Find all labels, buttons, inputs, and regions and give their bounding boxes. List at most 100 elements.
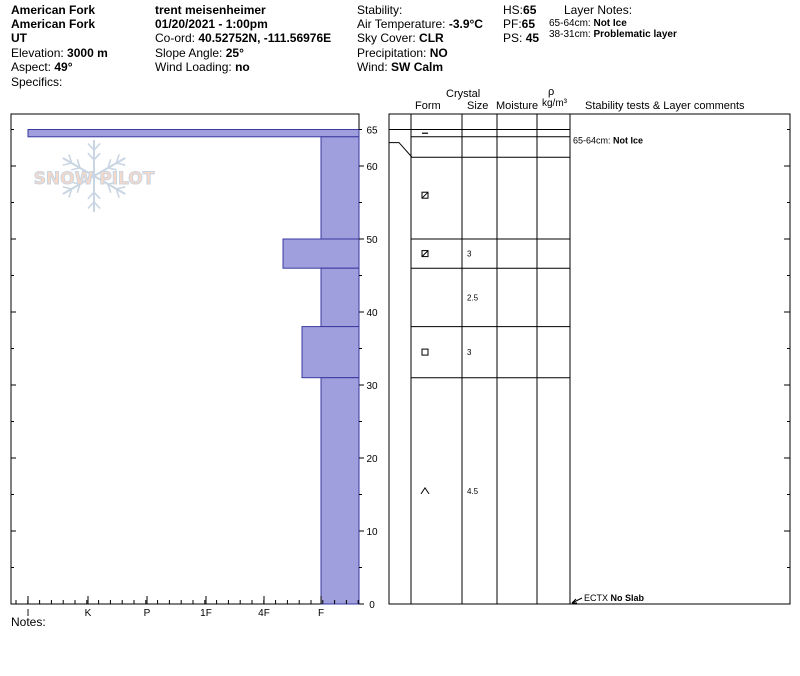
hardness-axis: I K P 1F 4F F xyxy=(15,596,359,619)
elevation-row: Elevation: 3000 m xyxy=(11,47,108,59)
precip-label: Precipitation: xyxy=(357,46,427,60)
flake-branch xyxy=(115,188,120,198)
grain-forms xyxy=(420,132,430,495)
specifics-label: Specifics: xyxy=(11,75,63,89)
layer-note-2: 38-31cm: Problematic layer xyxy=(549,30,677,40)
hardness-tick-label: K xyxy=(85,608,92,619)
hs-value: 65 xyxy=(523,3,537,17)
depth-tick-label: 40 xyxy=(366,308,378,319)
sky-label: Sky Cover: xyxy=(357,31,416,45)
wind-loading-value: no xyxy=(235,60,250,74)
flake-branch xyxy=(76,183,81,193)
hardness-tick-label: 1F xyxy=(200,608,212,619)
flake-branch xyxy=(71,167,81,171)
facet-icon xyxy=(421,348,429,356)
notes-label: Notes: xyxy=(11,615,46,629)
hardness-tick-label: I xyxy=(27,608,30,619)
layer-note-1: 65-64cm: Not Ice xyxy=(549,19,627,29)
depth-axis: 0 10 20 30 40 50 60 65 xyxy=(11,126,790,611)
ps-label: PS: xyxy=(503,31,523,45)
flake-branch xyxy=(62,162,72,166)
slope-row: Slope Angle: 25° xyxy=(155,47,244,59)
wind-row: Wind: SW Calm xyxy=(357,61,443,73)
flake-branch xyxy=(93,201,101,210)
layer-note-1-text: Not Ice xyxy=(593,18,627,29)
grain-size-value: 4.5 xyxy=(467,487,479,496)
hardness-bar xyxy=(320,377,360,605)
form-header: Form xyxy=(415,100,441,112)
sky-value: CLR xyxy=(419,31,444,45)
flake-arm xyxy=(93,175,126,195)
aspect-label: Aspect: xyxy=(11,60,52,74)
layer-comment-range: 65-64cm: xyxy=(573,135,613,145)
observation-datetime: 01/20/2021 - 1:00pm xyxy=(155,17,268,31)
density-symbol: ρ xyxy=(548,86,555,98)
flake-branch xyxy=(87,142,95,151)
size-header: Size xyxy=(467,100,489,112)
depth-tick-label: 0 xyxy=(369,600,375,611)
grain-size-value: 2.5 xyxy=(467,293,479,302)
elevation-value: 3000 m xyxy=(67,46,108,60)
flake-branch xyxy=(71,181,81,185)
depth-tick-label: 30 xyxy=(366,381,378,392)
flake-branch xyxy=(115,154,120,164)
flake-arm xyxy=(62,157,95,177)
depth-tick-label: 20 xyxy=(366,454,378,465)
depth-tick-label: 60 xyxy=(366,162,378,173)
flake-branch xyxy=(87,201,95,210)
ps-row: PS: 45 xyxy=(503,32,539,44)
grain-size-value: 3 xyxy=(467,250,472,259)
ps-value: 45 xyxy=(525,31,540,45)
table-frame xyxy=(388,113,791,605)
rounded-facet-icon-slash xyxy=(421,250,429,257)
layer-comment-text: Not Ice xyxy=(613,135,643,145)
pf-label: PF: xyxy=(503,17,522,31)
air-temp-row: Air Temperature: -3.9°C xyxy=(357,18,483,30)
flake-branch xyxy=(107,183,112,193)
location-name: American Fork xyxy=(11,3,96,17)
flake-branch xyxy=(87,152,95,161)
hardness-tick-label: P xyxy=(144,608,151,619)
sky-row: Sky Cover: CLR xyxy=(357,32,444,44)
range-name: American Fork xyxy=(11,17,96,31)
hs-row: HS:65 xyxy=(503,4,536,16)
layer-note-2-range: 38-31cm: xyxy=(549,29,591,40)
air-temp-value: -3.9°C xyxy=(448,17,483,31)
hardness-tick-label: F xyxy=(318,608,324,619)
flake-arm xyxy=(62,175,95,195)
aspect-value: 49° xyxy=(54,60,73,74)
slope-value: 25° xyxy=(225,46,244,60)
flake-branch xyxy=(93,191,101,200)
wind-loading-row: Wind Loading: no xyxy=(155,61,250,73)
flake-branch xyxy=(68,154,73,164)
rounded-facet-icon xyxy=(421,250,429,258)
state-name: UT xyxy=(11,31,27,45)
flake-branch xyxy=(107,181,117,185)
hardness-bar xyxy=(27,129,360,138)
rounded-facet-icon xyxy=(421,191,429,199)
hardness-bars xyxy=(27,129,360,605)
flake-branch xyxy=(116,162,126,166)
elevation-label: Elevation: xyxy=(11,46,64,60)
test-pointer-arrow xyxy=(571,598,577,604)
flake-branch xyxy=(68,188,73,198)
logo-text: SNOW PILOT xyxy=(34,169,155,189)
flake-branch xyxy=(107,159,112,169)
flake-arm xyxy=(93,157,126,177)
top-layer-connector xyxy=(389,142,570,158)
observer-name: trent meisenheimer xyxy=(155,3,266,17)
hardness-bar xyxy=(301,326,360,379)
hardness-bar xyxy=(320,136,360,240)
wind-label: Wind: xyxy=(357,60,388,74)
stability-test-result: No Slab xyxy=(611,593,645,603)
layer-lines xyxy=(389,129,570,379)
layer-comments: 65-64cm: Not Ice ECTX No Slab xyxy=(571,135,645,604)
coord-row: Co-ord: 40.52752N, -111.56976E xyxy=(155,32,331,44)
layer-note-1-range: 65-64cm: xyxy=(549,18,591,29)
depth-tick-label: 50 xyxy=(366,235,378,246)
wind-value: SW Calm xyxy=(391,60,444,74)
rounded-facet-icon-slash xyxy=(421,191,429,199)
coord-value: 40.52752N, -111.56976E xyxy=(198,31,332,45)
layer-comment: 65-64cm: Not Ice xyxy=(573,135,643,145)
density-unit: kg/m³ xyxy=(542,98,567,109)
